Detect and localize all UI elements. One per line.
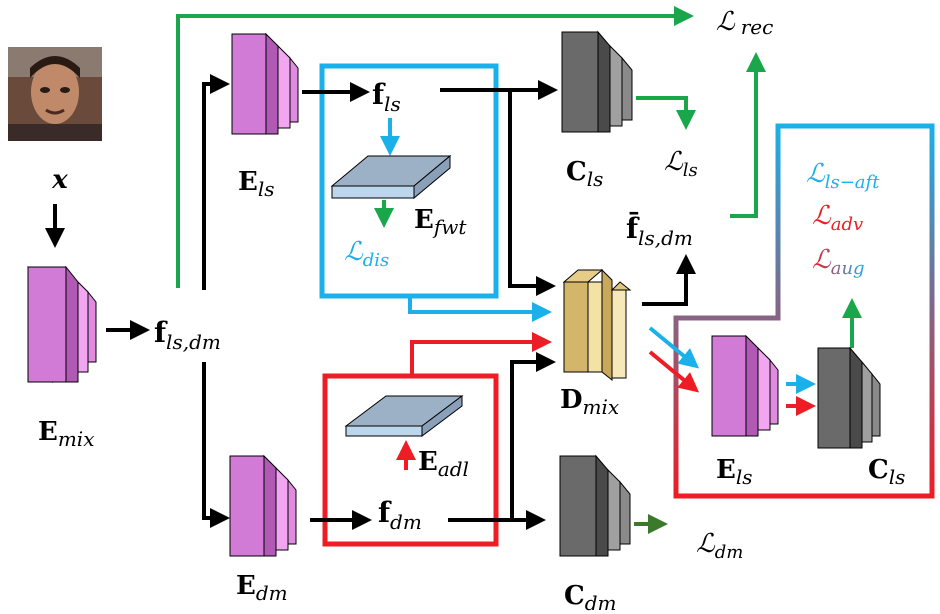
svg-text:Efwt: Efwt <box>414 205 467 239</box>
svg-text:ℒdis: ℒdis <box>344 237 389 271</box>
svg-text:f̄ls,dm: f̄ls,dm <box>626 211 693 250</box>
arrow-dmix-to-els-red <box>648 350 700 393</box>
classifier-ls-inner-block <box>817 346 881 449</box>
loss-dis-label: ℒ <box>344 237 364 267</box>
svg-text:Emix: Emix <box>38 417 94 451</box>
classifier-ls-inner-label: C <box>868 455 889 485</box>
svg-text:ℒadv: ℒadv <box>812 201 863 235</box>
svg-text:Dmix: Dmix <box>560 385 619 419</box>
loss-rec-label: ℒ <box>716 7 736 37</box>
adl-slab <box>344 395 464 437</box>
arrow-cls-to-lls <box>636 96 696 130</box>
arrow-dmix-to-fbar <box>642 254 696 306</box>
decoder-mix-label: D <box>560 385 583 415</box>
decoder-mix-block <box>562 268 632 382</box>
feature-f-bar-label: f̄ <box>626 211 640 245</box>
encoder-ls-block <box>231 32 299 135</box>
svg-text:Cls: Cls <box>566 157 603 191</box>
encoder-adl-label: E <box>418 447 438 477</box>
loss-ls-aft-label: ℒ <box>806 159 826 189</box>
svg-text:ℒls−aft: ℒls−aft <box>806 159 880 193</box>
encoder-mix-block <box>27 265 97 384</box>
encoder-fwt-label: E <box>414 205 434 235</box>
svg-text:Eadl: Eadl <box>418 447 469 481</box>
arrow-f-to-els <box>202 74 230 290</box>
arrow-fls-to-dmix <box>508 90 556 296</box>
svg-text:fls,dm: fls,dm <box>154 316 221 354</box>
encoder-ls-inner-label: E <box>716 455 736 485</box>
arrow-f-to-edm <box>202 362 230 528</box>
svg-text:ℒls: ℒls <box>664 147 698 181</box>
loss-aug-label: ℒ <box>812 245 832 275</box>
classifier-ls-block <box>561 30 633 133</box>
svg-text:ℒaug: ℒaug <box>812 245 865 279</box>
loss-adv-label: ℒ <box>812 201 832 231</box>
encoder-ls-inner-block <box>711 334 779 437</box>
encoder-dm-block <box>229 454 297 557</box>
svg-text:fls: fls <box>372 78 401 116</box>
svg-text:Cls: Cls <box>868 455 905 489</box>
encoder-dm-label: E <box>236 571 256 601</box>
svg-text:Cdm: Cdm <box>564 581 616 614</box>
arrow-dmix-to-els-blue <box>648 326 700 369</box>
feature-f-ls-dm-label: f <box>154 316 168 349</box>
classifier-dm-label: C <box>564 581 585 611</box>
arrow-fdm-to-dmix <box>510 352 556 520</box>
loss-ls-label: ℒ <box>664 147 684 177</box>
encoder-ls-label: E <box>238 167 258 197</box>
arrow-fbar-to-lrec <box>730 52 766 218</box>
input-label: x <box>51 165 68 195</box>
encoder-mix-label: E <box>38 417 58 447</box>
svg-text:Els: Els <box>238 167 275 201</box>
right-inner-box <box>673 123 935 499</box>
arrow-adl-to-dmix <box>410 332 552 378</box>
feature-f-ls-label: f <box>372 78 386 111</box>
arrow-rec-path <box>176 6 694 288</box>
classifier-ls-label: C <box>566 157 587 187</box>
svg-text:Edm: Edm <box>236 571 288 605</box>
svg-text:fdm: fdm <box>378 496 422 534</box>
loss-dm-label: ℒ <box>696 529 716 559</box>
arrow-fwt-to-dmix <box>408 296 552 322</box>
input-face-photo <box>8 47 102 141</box>
feature-f-dm-label: f <box>378 496 392 529</box>
svg-text:Els: Els <box>716 455 753 489</box>
fwt-slab <box>330 154 452 200</box>
classifier-dm-block <box>559 454 631 557</box>
svg-text:ℒdm: ℒdm <box>696 529 743 563</box>
